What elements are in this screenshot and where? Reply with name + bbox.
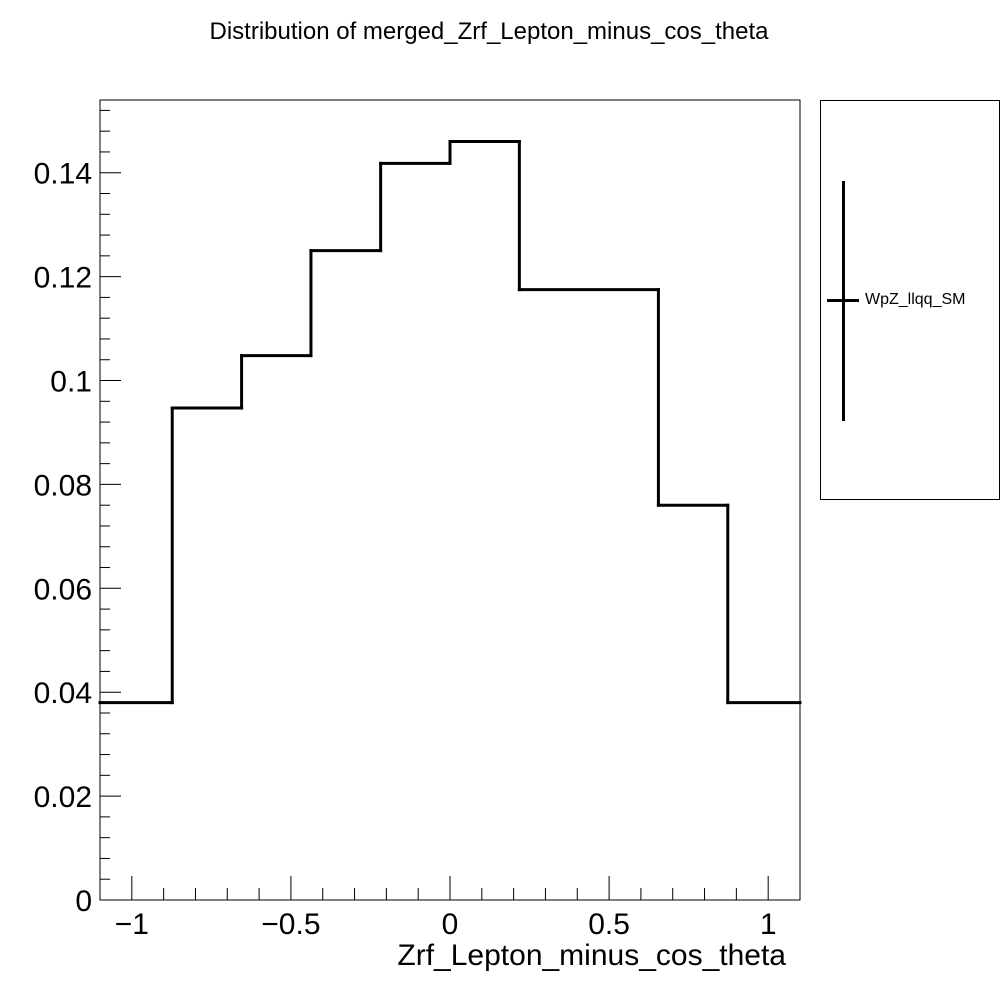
legend-entry-label: WpZ_llqq_SM [865, 291, 966, 308]
y-tick-label: 0.12 [34, 262, 92, 295]
y-tick-label: 0.08 [34, 469, 92, 502]
y-tick-label: 0.02 [34, 781, 92, 814]
axis-ticks [99, 109, 801, 901]
y-tick-label: 0.06 [34, 573, 92, 606]
y-tick-label: 0.14 [34, 158, 92, 191]
x-tick-label: 1 [760, 908, 777, 941]
tick-labels: 0 0.02 0.04 0.06 0.08 0.1 0.12 0.14 −1 −0.5 0 0.5 1 [34, 158, 777, 941]
histogram-marks [98, 140, 802, 705]
chart-title: Distribution of merged_Zrf_Lepton_minus_… [209, 18, 769, 45]
x-tick-label: 0 [442, 908, 459, 941]
y-tick-label: 0.1 [50, 366, 92, 399]
x-tick-label: 0.5 [588, 908, 630, 941]
y-tick-label: 0.04 [34, 677, 92, 710]
legend: WpZ_llqq_SM [820, 100, 1000, 500]
x-tick-label: −0.5 [261, 908, 320, 941]
y-tick-label: 0 [75, 885, 92, 918]
legend-line-sample [827, 299, 859, 302]
plot-frame [99, 99, 801, 901]
x-tick-label: −1 [115, 908, 149, 941]
x-axis-label: Zrf_Lepton_minus_cos_theta [397, 939, 786, 972]
